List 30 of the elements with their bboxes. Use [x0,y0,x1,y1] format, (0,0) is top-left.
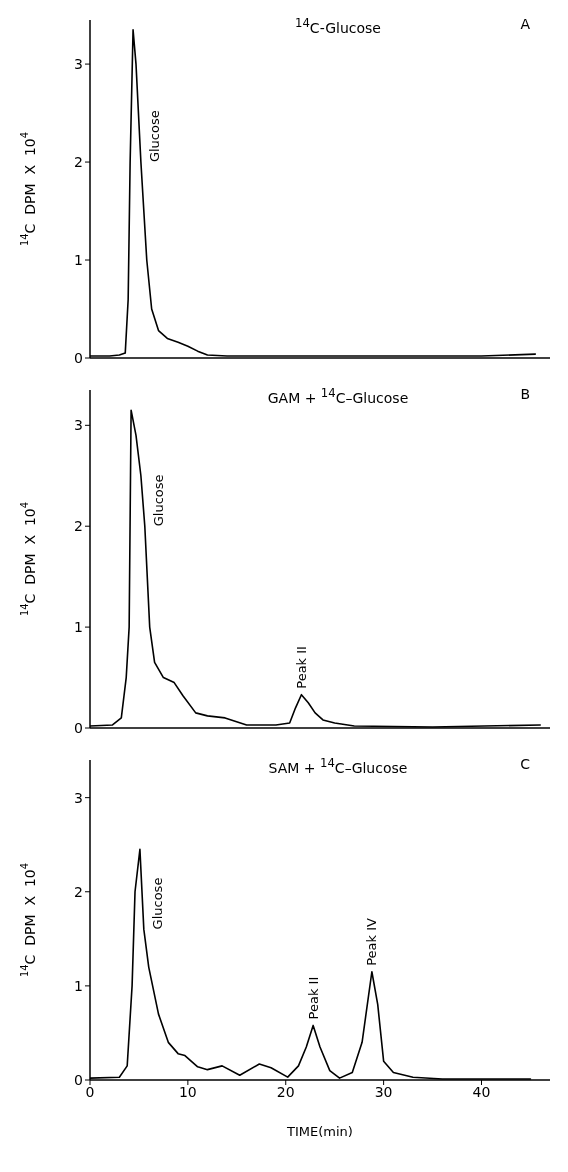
annotation: A [520,16,530,32]
chart-title: SAM + $^{14}$C–Glucose [267,756,409,776]
x-tick-label: 20 [276,1083,295,1100]
annotation: Peak II [293,646,309,689]
x-tick-label: 40 [472,1083,491,1100]
y-tick-label: 2 [74,883,83,900]
y-tick-label: 1 [74,977,83,994]
y-tick-label: 2 [74,154,83,171]
y-tick-label: 3 [74,56,83,73]
y-tick-label: 0 [74,1071,83,1088]
annotation: B [520,386,530,402]
annotation: Peak IV [364,917,380,966]
y-tick-label: 2 [74,518,83,535]
annotation: Glucose [150,877,166,930]
annotation: C [520,756,530,772]
annotation: Glucose [151,474,167,527]
x-tick-label: 0 [85,1083,95,1100]
y-tick-label: 3 [74,417,83,434]
chart-title: $^{14}$C-Glucose [294,16,382,36]
x-tick-label: 30 [374,1083,393,1100]
annotation: Glucose [147,110,163,163]
x-axis-title: TIME(min) [286,1124,353,1139]
y-tick-label: 1 [74,252,83,268]
chart-title: GAM + $^{14}$C–Glucose [266,386,410,406]
y-tick-label: 0 [74,349,83,366]
y-tick-label: 0 [74,719,83,736]
x-tick-label: 10 [178,1083,197,1100]
annotation: Peak II [305,976,321,1020]
y-tick-label: 1 [74,619,83,636]
y-tick-label: 3 [74,789,83,806]
